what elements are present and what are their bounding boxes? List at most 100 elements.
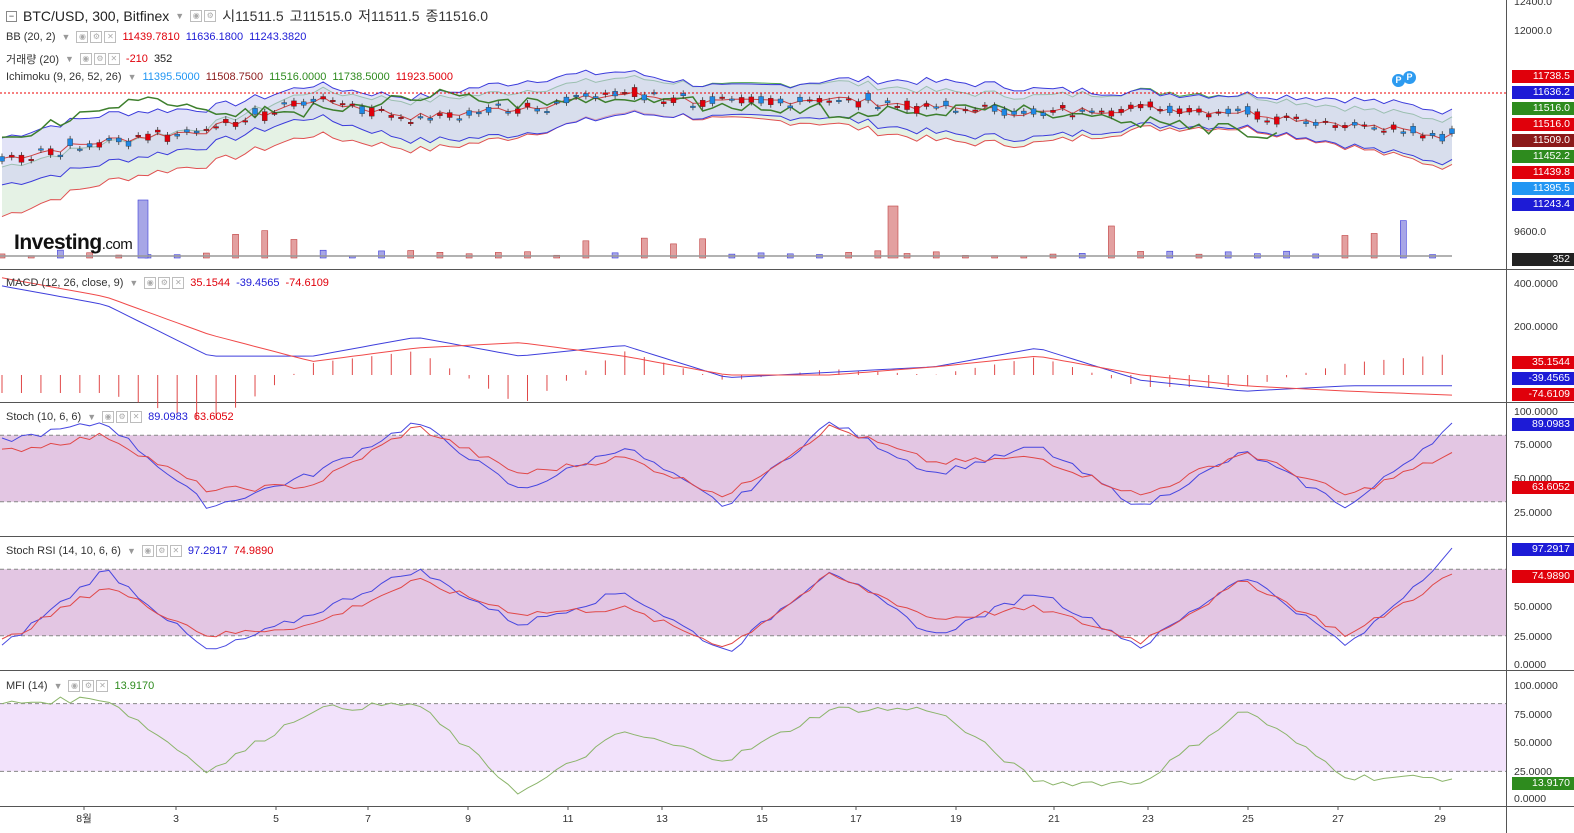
macd-tick-label: 400.0000 (1514, 278, 1558, 290)
eye-icon[interactable]: ◉ (68, 680, 81, 692)
indicator-controls[interactable]: ◉ ⚙ ✕ (102, 411, 143, 423)
candle-body (1157, 109, 1163, 112)
candle-body (583, 93, 589, 97)
indicator-controls[interactable]: ◉ ⚙ ✕ (68, 680, 109, 692)
eye-icon[interactable]: ◉ (190, 10, 203, 22)
bb-legend[interactable]: BB (20, 2) ▼ ◉ ⚙ ✕ 11439.7810 11636.1800 11… (6, 31, 306, 43)
stochrsi-label[interactable]: Stoch RSI (14, 10, 6, 6) (6, 545, 121, 557)
ichimoku-label[interactable]: Ichimoku (9, 26, 52, 26) (6, 71, 122, 83)
close-icon[interactable]: ✕ (172, 277, 185, 289)
chevron-down-icon[interactable]: ▼ (53, 681, 63, 691)
candle-body (914, 106, 920, 114)
gear-icon[interactable]: ⚙ (82, 680, 95, 692)
gear-icon[interactable]: ⚙ (93, 53, 106, 65)
candle-body (884, 100, 891, 104)
macd-line (1, 285, 1452, 392)
investing-logo: Investing.com (14, 231, 133, 254)
close-icon[interactable]: ✕ (104, 31, 117, 43)
stochrsi-series-line (1, 572, 1453, 648)
candle-body (203, 128, 210, 131)
x-tick-label: 19 (950, 813, 962, 825)
chevron-down-icon[interactable]: ▼ (126, 546, 136, 556)
candle-body (466, 110, 472, 116)
eye-icon[interactable]: ◉ (102, 411, 115, 423)
gear-icon[interactable]: ⚙ (158, 277, 171, 289)
candle-body (427, 118, 433, 121)
candle-body (855, 101, 862, 108)
collapse-icon[interactable]: − (6, 10, 17, 22)
indicator-controls[interactable]: ◉ ⚙ ✕ (144, 277, 185, 289)
mfi-legend[interactable]: MFI (14) ▼ ◉ ⚙ ✕ 13.9170 (6, 680, 154, 692)
bb-label[interactable]: BB (20, 2) (6, 31, 56, 43)
stochrsi-legend[interactable]: Stoch RSI (14, 10, 6, 6) ▼ ◉ ⚙ ✕ 97.2917 74… (6, 545, 273, 557)
volume-legend[interactable]: 거래량 (20) ▼ ◉ ⚙ ✕ -210 352 (6, 51, 172, 67)
eye-icon[interactable]: ◉ (144, 277, 157, 289)
chevron-down-icon[interactable]: ▼ (175, 11, 185, 21)
candle-body (1060, 105, 1066, 109)
close-icon[interactable]: ✕ (107, 53, 120, 65)
gear-icon[interactable]: ⚙ (204, 10, 217, 22)
macd-value-label: 35.1544 (1512, 356, 1574, 369)
volume-bar (670, 243, 677, 259)
indicator-controls[interactable]: ◉ ⚙ ✕ (141, 545, 182, 557)
macd-legend[interactable]: MACD (12, 26, close, 9) ▼ ◉ ⚙ ✕ 35.1544 -39… (6, 277, 329, 289)
candle-body (339, 103, 346, 106)
chevron-down-icon[interactable]: ▼ (87, 412, 97, 422)
candle-body (1167, 105, 1173, 113)
candle-body (1429, 133, 1436, 136)
symbol-title[interactable]: BTC/USD, 300, Bitfinex (23, 8, 170, 24)
candle-body (38, 148, 44, 151)
close-icon[interactable]: ✕ (96, 680, 109, 692)
gear-icon[interactable]: ⚙ (116, 411, 129, 423)
candle-body (378, 109, 385, 111)
candle-body (641, 94, 647, 101)
volume-label[interactable]: 거래량 (20) (6, 54, 59, 66)
eye-icon[interactable]: ◉ (76, 31, 89, 43)
candle-body (145, 133, 151, 141)
mfi-value-label: 13.9170 (1512, 777, 1574, 790)
candle-body (524, 102, 531, 107)
gear-icon[interactable]: ⚙ (90, 31, 103, 43)
ohlc-close: 종11516.0 (425, 8, 488, 24)
candle-body (699, 99, 706, 107)
close-icon[interactable]: ✕ (130, 411, 143, 423)
candle-body (96, 142, 103, 148)
candle-body (106, 138, 112, 141)
stochrsi-tick-label: 25.0000 (1514, 631, 1552, 643)
x-tick-label: 5 (273, 813, 279, 825)
close-icon[interactable]: ✕ (169, 545, 182, 557)
pin-marker[interactable]: P (1403, 71, 1416, 84)
volume-bar (407, 250, 415, 259)
eye-icon[interactable]: ◉ (79, 53, 92, 65)
candle-body (1449, 128, 1455, 134)
chevron-down-icon[interactable]: ▼ (127, 72, 137, 82)
macd-label[interactable]: MACD (12, 26, close, 9) (6, 277, 124, 289)
macd-value-label: -74.6109 (1512, 388, 1574, 401)
candle-body (1390, 124, 1397, 130)
indicator-controls[interactable]: ◉ ⚙ ✕ (79, 53, 120, 65)
candle-body (359, 106, 365, 114)
candle-body (1021, 110, 1027, 114)
price-label: 11516.0 (1512, 102, 1574, 115)
candle-body (1439, 133, 1445, 142)
pane-controls[interactable]: ◉ ⚙ (190, 10, 217, 22)
chevron-down-icon[interactable]: ▼ (61, 32, 71, 42)
pin-marker[interactable]: P (1392, 74, 1405, 87)
candle-body (242, 120, 248, 123)
stoch-legend[interactable]: Stoch (10, 6, 6) ▼ ◉ ⚙ ✕ 89.0983 63.6052 (6, 411, 234, 423)
candle-body (1196, 108, 1202, 113)
candle-body (1108, 110, 1115, 117)
candle-body (933, 106, 939, 109)
indicator-controls[interactable]: ◉ ⚙ ✕ (76, 31, 117, 43)
candle-body (612, 91, 618, 97)
chevron-down-icon[interactable]: ▼ (64, 54, 74, 64)
mfi-label[interactable]: MFI (14) (6, 680, 48, 692)
volume-bar (1108, 225, 1115, 259)
candle-body (174, 134, 180, 137)
ichimoku-legend[interactable]: Ichimoku (9, 26, 52, 26) ▼ 11395.5000 115… (6, 71, 453, 83)
stoch-label[interactable]: Stoch (10, 6, 6) (6, 411, 82, 423)
eye-icon[interactable]: ◉ (141, 545, 154, 557)
gear-icon[interactable]: ⚙ (155, 545, 168, 557)
chevron-down-icon[interactable]: ▼ (129, 278, 139, 288)
